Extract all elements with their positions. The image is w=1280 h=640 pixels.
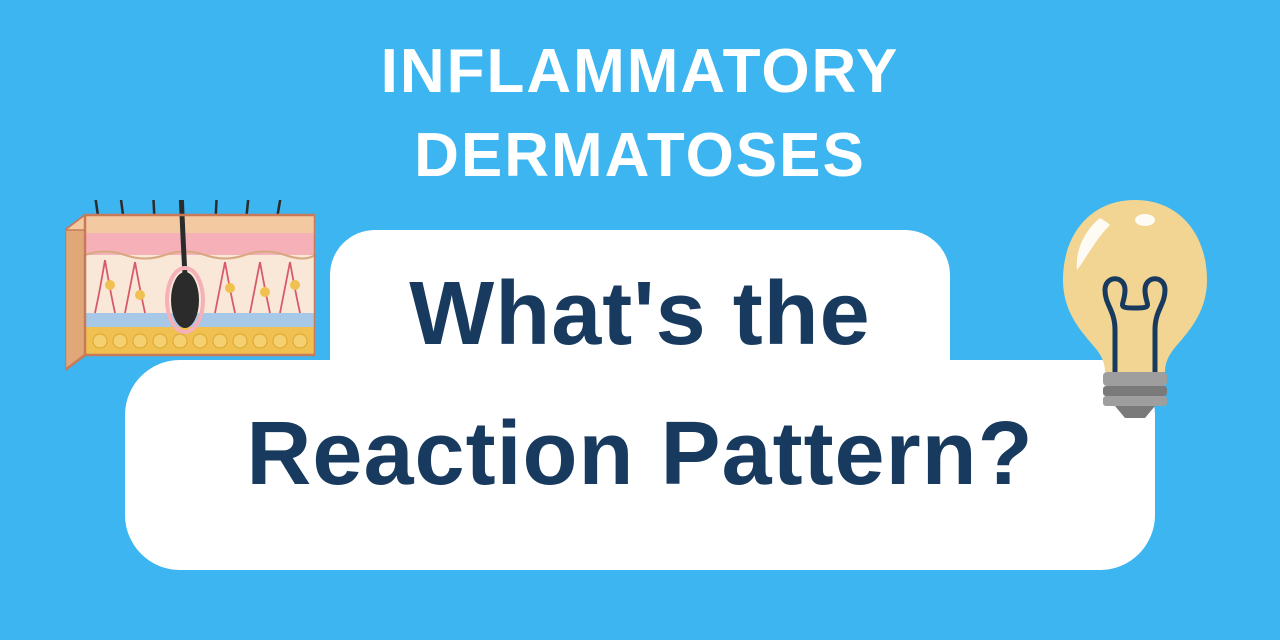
bubble-line-1: What's the bbox=[409, 264, 870, 364]
lightbulb-icon bbox=[1045, 190, 1225, 420]
title-line-2: DERMATOSES bbox=[414, 121, 866, 190]
skin-cross-section-icon bbox=[65, 200, 315, 380]
bubble-line-2: Reaction Pattern? bbox=[246, 404, 1033, 504]
title-line-1: INFLAMMATORY bbox=[381, 37, 900, 106]
heading-top: INFLAMMATORY DERMATOSES bbox=[0, 30, 1280, 197]
